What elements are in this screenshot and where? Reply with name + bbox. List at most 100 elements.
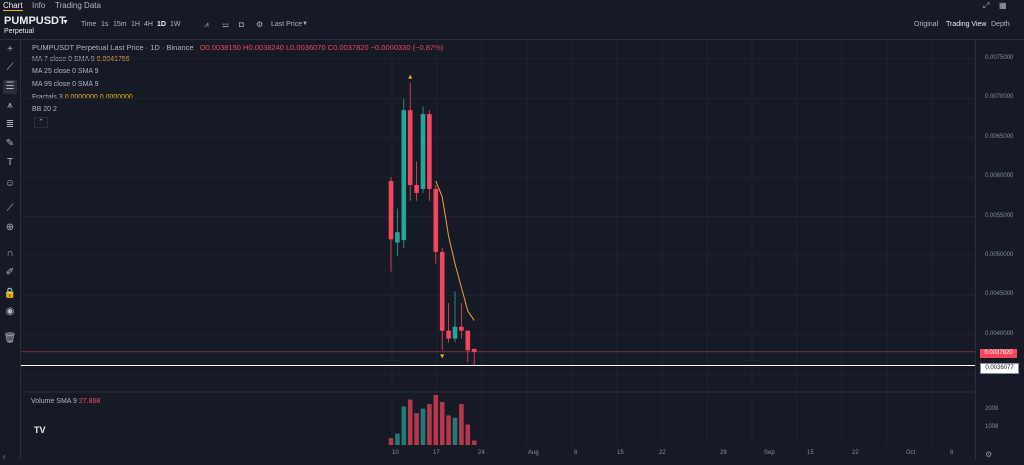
horizontal-lines-icon[interactable]: ☰ [3, 80, 17, 94]
time-axis-label: 22 [659, 450, 666, 456]
volume-bar [407, 399, 413, 445]
volume-bar [452, 417, 458, 445]
candle-body [465, 330, 471, 351]
price-type-select[interactable]: Last Price [271, 21, 303, 28]
timeframe-time[interactable]: Time [81, 21, 97, 28]
legend-ma99[interactable]: MA 99 close 0 SMA 9 [32, 81, 99, 88]
time-axis-label: Oct [906, 450, 916, 456]
price-tick-label: 0.0065000 [985, 133, 1014, 140]
fib-retracement-icon[interactable]: ≣ [5, 119, 15, 130]
candle-body [407, 110, 413, 185]
eye-icon[interactable]: ◉ [5, 306, 15, 317]
ruler-icon[interactable]: ⟋ [6, 203, 14, 214]
price-tick-label: 0.0075000 [985, 55, 1014, 61]
text-icon[interactable]: T [6, 157, 14, 168]
volume-bar [439, 401, 445, 445]
fullscreen-icon[interactable]: ⤢ [983, 1, 990, 10]
price-tick-label: 0.0070000 [985, 94, 1014, 101]
indicator-icon[interactable]: ⩘ [204, 20, 209, 29]
brush-icon[interactable]: ✎ [5, 138, 15, 149]
tab-info[interactable]: Info [32, 1, 46, 10]
candle-body [401, 110, 407, 241]
time-axis-label: Aug [528, 450, 539, 456]
view-depth[interactable]: Depth [991, 21, 1010, 28]
volume-bar [433, 395, 439, 445]
time-axis-label: 10 [392, 450, 399, 456]
price-chart[interactable] [21, 40, 975, 460]
chevron-left-icon[interactable]: ‹ [3, 452, 6, 461]
price-scale[interactable] [975, 40, 1024, 460]
timeframe-1d[interactable]: 1D [157, 21, 166, 28]
price-tick-label: 0.0045000 [985, 291, 1014, 298]
timeframe-15m[interactable]: 15m [113, 21, 127, 28]
fractal-down-marker [440, 354, 445, 359]
legend-fractals[interactable]: Fractals 3 0.0000000 0.0000000 [32, 94, 133, 101]
time-axis-label: 8 [574, 450, 578, 456]
trend-line-icon[interactable]: ⟋ [6, 62, 14, 73]
ma7-line [435, 180, 475, 321]
collapse-legend-icon[interactable]: ⌃ [34, 117, 48, 128]
crosshair-icon[interactable]: + [7, 44, 13, 55]
volume-bar [465, 424, 471, 445]
view-trading-view[interactable]: Trading View [946, 21, 987, 28]
volume-value: 27.868 [78, 398, 101, 405]
fractal-up-marker [408, 74, 413, 79]
legend-bb[interactable]: BB 20 2 [32, 106, 57, 113]
gear-icon[interactable]: ⚙ [256, 20, 264, 29]
settings-sliders-icon[interactable]: ⚍ [222, 20, 230, 29]
candle-body [452, 326, 458, 339]
volume-tick-label: 1008 [985, 424, 999, 430]
time-axis-label: 29 [720, 450, 727, 456]
lock-drawings-icon[interactable]: ✐ [5, 267, 15, 278]
horizontal-line-price-label[interactable]: 0.0036077 [980, 363, 1019, 374]
volume-bar [471, 440, 477, 445]
pitchfork-icon[interactable]: ⩚ [7, 100, 13, 111]
camera-icon[interactable]: ◘ [239, 20, 244, 29]
volume-bar [414, 413, 419, 445]
fractals-value-2: 0.0000000 [99, 94, 133, 101]
lock-icon[interactable]: 🔒 [3, 288, 17, 299]
volume-bar [395, 433, 400, 445]
top-tab-bar: Chart Info Trading Data [0, 0, 1024, 11]
volume-bar [459, 404, 464, 445]
legend-ohlc: O0.0038150 H0.0038240 L0.0036070 C0.0037… [199, 43, 444, 52]
tab-trading-data[interactable]: Trading Data [55, 1, 101, 10]
drawing-toolbar: + ⟋ ☰ ⩚ ≣ ✎ T ☺ ⟋ ⊕ ∩ ✐ 🔒 ◉ 🗑 [0, 40, 21, 460]
timeframe-1s[interactable]: 1s [101, 21, 109, 28]
fractals-value-1: 0.0000000 [64, 94, 98, 101]
view-original[interactable]: Original [914, 21, 939, 28]
chevron-down-icon[interactable]: ▼ [62, 19, 69, 26]
candle-body [427, 114, 432, 189]
volume-bar [401, 406, 407, 445]
fractals-label: Fractals 3 [32, 94, 63, 101]
legend-title: PUMPUSDT Perpetual Last Price · 1D · Bin… [32, 43, 194, 52]
symbol-name[interactable]: PUMPUSDT [4, 15, 66, 27]
contract-type: Perpetual [4, 28, 34, 35]
volume-bar [388, 438, 394, 445]
time-axis-label: 15 [807, 450, 814, 456]
zoom-in-icon[interactable]: ⊕ [5, 222, 15, 233]
timeframe-1h[interactable]: 1H [131, 21, 140, 28]
time-axis-label: 15 [617, 450, 624, 456]
candle-body [414, 185, 419, 193]
chevron-down-icon[interactable]: ▼ [302, 21, 308, 27]
timeframe-1w[interactable]: 1W [170, 21, 181, 28]
trash-icon[interactable]: 🗑 [3, 333, 17, 344]
price-tick-label: 0.0040000 [985, 330, 1014, 337]
active-tab-indicator [3, 10, 23, 11]
gear-icon[interactable]: ⚙ [985, 450, 993, 459]
emoji-icon[interactable]: ☺ [4, 178, 16, 189]
candle-body [395, 232, 400, 243]
volume-legend[interactable]: Volume SMA 9 27.868 [31, 398, 100, 405]
last-price-label: 0.0037820 [980, 349, 1017, 358]
tab-chart[interactable]: Chart [3, 1, 23, 10]
timeframe-4h[interactable]: 4H [144, 21, 153, 28]
legend-ma25[interactable]: MA 25 close 0 SMA 9 [32, 68, 99, 75]
magnet-icon[interactable]: ∩ [6, 248, 14, 259]
candle-body [439, 251, 445, 331]
price-tick-label: 0.0055000 [985, 212, 1014, 219]
chart-legend-title: PUMPUSDT Perpetual Last Price · 1D · Bin… [32, 43, 443, 52]
candle-body [420, 114, 426, 189]
time-axis-label: 24 [478, 450, 485, 456]
layout-grid-icon[interactable]: ▦ [999, 1, 1007, 10]
